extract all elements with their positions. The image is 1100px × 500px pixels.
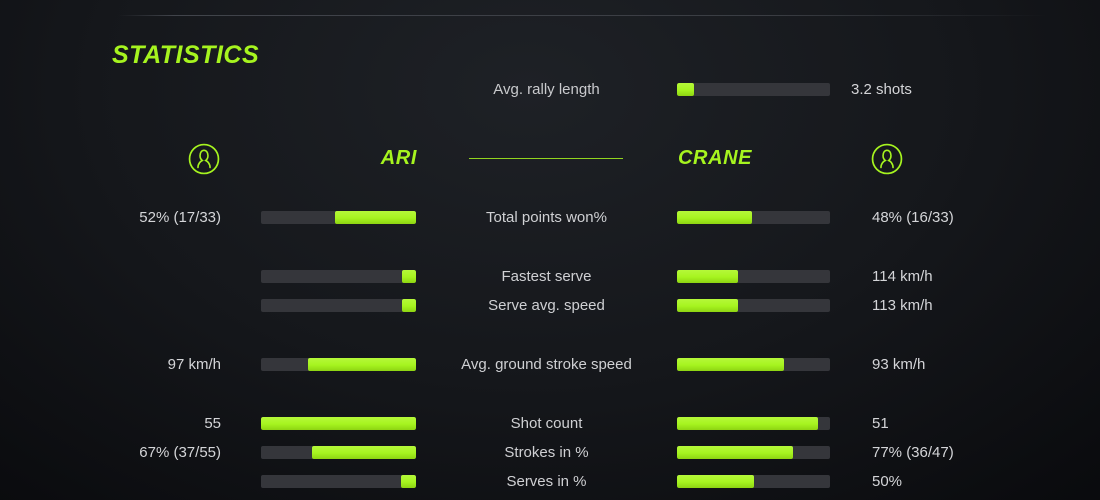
stat-value-right: 48% (16/33) [872,209,954,226]
stat-bar-left-fill [312,446,416,459]
stat-value-left: 52% (17/33) [139,209,221,226]
stat-bar-right-fill [677,299,739,312]
stat-row: Fastest serve 114 km/h [0,267,1100,287]
stat-bar-left-fill [402,270,416,283]
stat-bar-left [261,417,416,430]
stat-bar-right [677,358,830,371]
stat-label: Total points won% [486,209,607,226]
stat-row: Serve avg. speed 113 km/h [0,296,1100,316]
stat-bar-left [261,475,416,488]
top-divider-line [118,15,1048,16]
player-left-name: ARI [380,147,417,169]
stat-row: 97 km/h Avg. ground stroke speed 93 km/h [0,355,1100,375]
stat-label: Avg. ground stroke speed [461,356,632,373]
player-right-avatar-icon [871,143,903,175]
stat-bar-right [677,446,830,459]
stat-bar-right-fill [677,446,794,459]
stat-bar-right [677,417,830,430]
stat-bar-left [261,211,416,224]
stat-label: Fastest serve [501,268,592,285]
stat-value-right: 114 km/h [872,268,933,285]
player-right-name: CRANE [678,147,753,169]
stat-bar-right-fill [677,211,752,224]
stat-row: 52% (17/33) Total points won% 48% (16/33… [0,208,1100,228]
stat-bar-right-fill [677,358,785,371]
stat-bar-left-fill [335,211,416,224]
stat-value-right: 51 [872,415,889,432]
stat-bar-right-fill [677,475,754,488]
stat-bar-right-fill [677,417,818,430]
stat-bar-right [677,299,830,312]
stat-bar-left [261,270,416,283]
stat-bar-left [261,446,416,459]
page-title: STATISTICS [112,41,260,69]
rally-length-bar-fill [677,83,694,96]
stat-label: Strokes in % [504,444,589,461]
stat-value-right: 93 km/h [872,356,926,373]
stat-value-right: 77% (36/47) [872,444,954,461]
stat-value-left: 55 [204,415,221,432]
stat-row: 67% (37/55) Strokes in % 77% (36/47) [0,443,1100,463]
rally-length-label: Avg. rally length [493,81,600,98]
stat-value-right: 50% [872,473,903,490]
stat-bar-left-fill [261,417,416,430]
stat-bar-right-fill [677,270,739,283]
stat-bar-left [261,358,416,371]
stat-bar-left [261,299,416,312]
stat-row: Serves in % 50% [0,472,1100,492]
stat-label: Shot count [510,415,583,432]
stat-row: 55 Shot count 51 [0,414,1100,434]
players-divider-line [469,158,623,159]
stat-value-left: 67% (37/55) [139,444,221,461]
stat-bar-right [677,270,830,283]
stat-value-right: 113 km/h [872,297,933,314]
stat-bar-left-fill [402,299,416,312]
rally-length-value: 3.2 shots [851,81,912,98]
stat-value-left: 97 km/h [167,356,221,373]
stat-label: Serves in % [506,473,587,490]
rally-length-row: Avg. rally length 3.2 shots [0,80,1100,100]
stat-bar-left-fill [400,475,416,488]
stat-label: Serve avg. speed [488,297,605,314]
stat-bar-right [677,211,830,224]
stat-bar-left-fill [307,358,416,371]
stat-bar-right [677,475,830,488]
rally-length-bar [677,83,830,96]
player-left-avatar-icon [188,143,220,175]
